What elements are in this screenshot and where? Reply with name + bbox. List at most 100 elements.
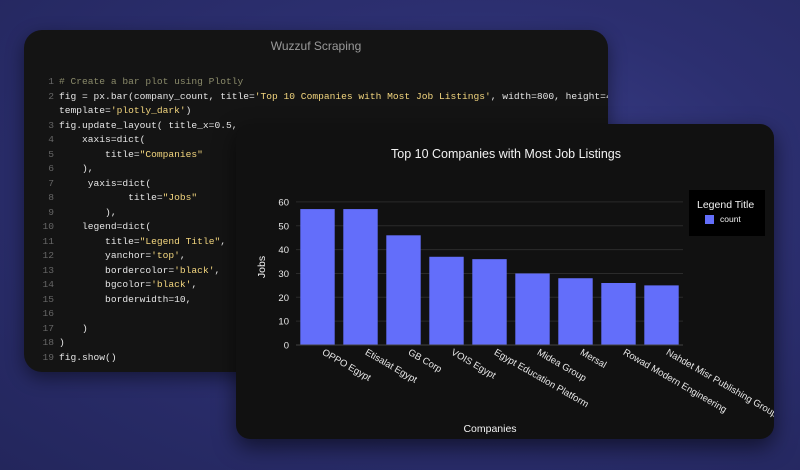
x-tick-label: VOIS Egypt — [449, 347, 498, 382]
code-text: yanchor='top', — [59, 249, 186, 264]
line-number: 19 — [42, 351, 54, 363]
code-token: yaxis=dict( — [59, 177, 152, 189]
code-token: 'black' — [174, 264, 215, 276]
y-tick-label: 50 — [278, 221, 289, 232]
code-text: xaxis=dict( — [59, 133, 145, 148]
x-tick-label: Mersal — [578, 347, 608, 371]
code-text: ) — [59, 336, 65, 351]
code-token: 'black' — [151, 279, 192, 290]
line-number: 11 — [42, 235, 54, 247]
chart-window: Top 10 Companies with Most Job Listings 0… — [236, 124, 774, 439]
bar[interactable] — [558, 278, 593, 345]
code-text: fig.update_layout( title_x=0.5, — [59, 119, 237, 134]
code-token: fig.update_layout( title_x=0.5, — [59, 119, 238, 131]
y-tick-label: 60 — [278, 197, 289, 208]
code-text: fig = px.bar(company_count, title='Top 1… — [59, 90, 608, 105]
bar[interactable] — [386, 235, 421, 345]
code-text: ) — [59, 322, 88, 337]
code-token: template= — [59, 105, 111, 116]
legend-item-label: count — [720, 214, 741, 224]
chart-legend: Legend Title count — [689, 190, 765, 236]
code-line: 19 fig.show() — [24, 351, 608, 366]
code-text: template='plotly_dark') — [59, 104, 191, 119]
bar[interactable] — [515, 273, 550, 345]
code-line: 1 # Create a bar plot using Plotly — [24, 75, 608, 90]
code-line: 13 bordercolor='black', — [24, 264, 608, 279]
bar[interactable] — [601, 283, 636, 345]
code-token: , — [191, 279, 198, 290]
bar[interactable] — [429, 256, 464, 345]
code-token: bgcolor= — [59, 279, 152, 290]
code-token: title= — [59, 148, 140, 160]
bar[interactable] — [300, 209, 335, 345]
code-line: 18) — [24, 336, 608, 351]
code-line: 15 borderwidth=10, — [24, 293, 608, 308]
bar[interactable] — [343, 209, 378, 345]
code-token: , — [220, 235, 226, 247]
code-line: 12 yanchor='top', — [24, 249, 608, 264]
code-token: 'plotly_dark' — [110, 105, 186, 116]
code-token: , — [214, 264, 221, 276]
code-token: , width=800, height=470, — [490, 90, 608, 102]
line-number: 1 — [48, 76, 54, 87]
code-line: 3 fig.update_layout( title_x=0.5, — [24, 119, 608, 134]
code-text: # Create a bar plot using Plotly — [59, 75, 243, 90]
code-line: 8 title="Jobs" — [24, 191, 608, 206]
code-text: borderwidth=10, — [59, 293, 191, 308]
line-number: 6 — [48, 163, 54, 174]
legend-item-count[interactable]: count — [697, 214, 765, 224]
code-token: title= — [59, 235, 140, 247]
code-line: 6 ), — [24, 162, 608, 177]
code-token: bordercolor= — [59, 264, 175, 276]
legend-title: Legend Title — [697, 199, 755, 211]
code-text: yaxis=dict( — [59, 177, 151, 192]
line-number: 5 — [48, 148, 54, 160]
line-number: 2 — [48, 90, 54, 102]
code-text: legend=dict( — [59, 220, 151, 235]
chart-title: Top 10 Companies with Most Job Listings — [391, 147, 621, 161]
code-text: ), — [59, 206, 117, 221]
code-token: 'Top 10 Companies with Most Job Listings… — [254, 90, 491, 102]
bar[interactable] — [644, 285, 679, 345]
x-axis-title: Companies — [463, 423, 516, 435]
code-token: ) — [59, 337, 65, 348]
code-line: 4 xaxis=dict( — [24, 133, 608, 148]
code-text: fig.show() — [59, 351, 117, 366]
code-token: legend=dict( — [59, 221, 152, 232]
line-number: 13 — [42, 264, 54, 276]
code-text: title="Companies" — [59, 148, 203, 163]
code-text: title="Legend Title", — [59, 235, 226, 250]
code-token: 'top' — [151, 250, 180, 261]
code-token: ) — [185, 105, 192, 116]
code-token: , — [179, 250, 186, 261]
line-number — [24, 104, 59, 119]
code-editor[interactable]: 1 # Create a bar plot using Plotly 2 fig = … — [24, 75, 608, 365]
code-token: # Create a bar plot using Plotly — [59, 76, 244, 87]
code-token: fig.show() — [59, 351, 117, 363]
line-number: 14 — [42, 279, 54, 290]
bar[interactable] — [472, 259, 507, 345]
line-number: 16 — [42, 308, 54, 319]
code-line: 9 ), — [24, 206, 608, 221]
line-number: 18 — [42, 337, 54, 348]
code-text: title="Jobs" — [59, 191, 197, 206]
code-line: 5 title="Companies" — [24, 148, 608, 163]
code-text: bordercolor='black', — [59, 264, 220, 279]
line-number: 10 — [42, 221, 54, 232]
code-text: bgcolor='black', — [59, 278, 197, 293]
code-window-title: Wuzzuf Scraping — [270, 39, 362, 53]
y-tick-label: 30 — [278, 269, 289, 280]
y-tick-label: 20 — [278, 293, 289, 304]
code-line: 7 yaxis=dict( — [24, 177, 608, 192]
code-line: 11 title="Legend Title", — [24, 235, 608, 250]
code-token: borderwidth=10, — [59, 293, 192, 305]
y-axis-title: Jobs — [256, 256, 268, 278]
code-line: template='plotly_dark') — [24, 104, 608, 119]
code-token: ) — [59, 322, 88, 334]
code-token: ), — [59, 206, 117, 218]
line-number: 12 — [42, 250, 54, 261]
code-token: "Legend Title" — [139, 235, 221, 247]
code-text: ), — [59, 162, 94, 177]
code-token: ), — [59, 163, 94, 174]
line-number: 7 — [48, 177, 54, 189]
